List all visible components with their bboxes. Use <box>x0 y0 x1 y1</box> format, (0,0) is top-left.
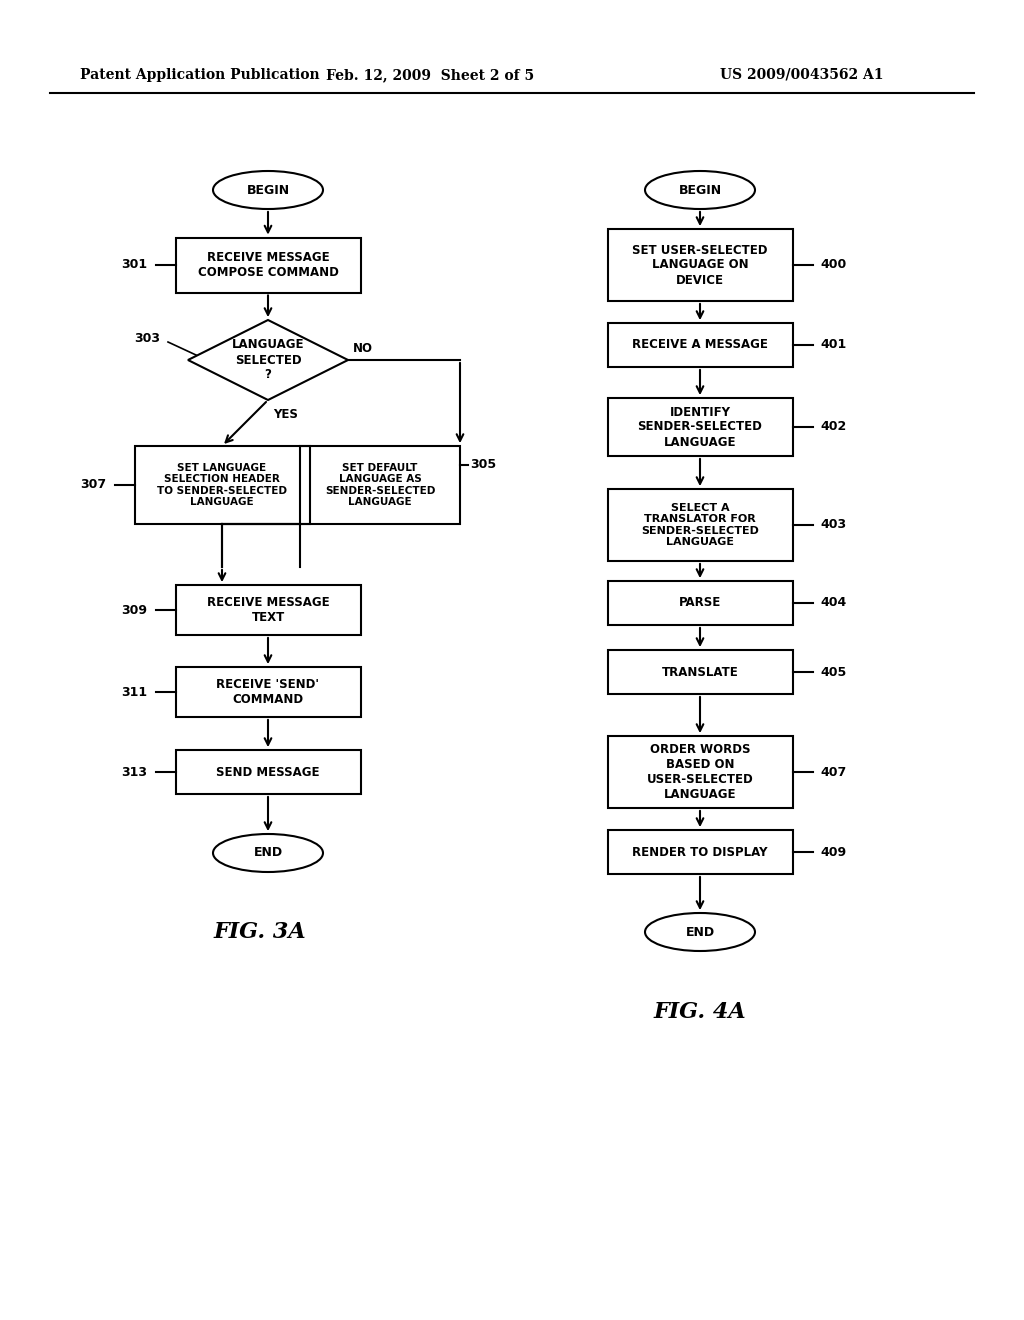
Text: LANGUAGE
SELECTED
?: LANGUAGE SELECTED ? <box>231 338 304 381</box>
Text: SET USER-SELECTED
LANGUAGE ON
DEVICE: SET USER-SELECTED LANGUAGE ON DEVICE <box>632 243 768 286</box>
Text: YES: YES <box>273 408 298 421</box>
Text: SEND MESSAGE: SEND MESSAGE <box>216 766 319 779</box>
Text: END: END <box>685 925 715 939</box>
Text: 309: 309 <box>122 603 147 616</box>
Text: RECEIVE MESSAGE
TEXT: RECEIVE MESSAGE TEXT <box>207 597 330 624</box>
Text: Feb. 12, 2009  Sheet 2 of 5: Feb. 12, 2009 Sheet 2 of 5 <box>326 69 535 82</box>
Text: RECEIVE MESSAGE
COMPOSE COMMAND: RECEIVE MESSAGE COMPOSE COMMAND <box>198 251 339 279</box>
Text: 403: 403 <box>820 519 847 532</box>
Text: ORDER WORDS
BASED ON
USER-SELECTED
LANGUAGE: ORDER WORDS BASED ON USER-SELECTED LANGU… <box>646 743 754 801</box>
Text: 303: 303 <box>134 331 160 345</box>
Text: PARSE: PARSE <box>679 597 721 610</box>
Text: 405: 405 <box>820 665 847 678</box>
Text: FIG. 3A: FIG. 3A <box>214 921 306 942</box>
Text: 404: 404 <box>820 597 847 610</box>
Text: NO: NO <box>353 342 373 355</box>
Text: 407: 407 <box>820 766 847 779</box>
Text: BEGIN: BEGIN <box>679 183 722 197</box>
Text: RECEIVE 'SEND'
COMMAND: RECEIVE 'SEND' COMMAND <box>216 678 319 706</box>
Text: SET LANGUAGE
SELECTION HEADER
TO SENDER-SELECTED
LANGUAGE: SET LANGUAGE SELECTION HEADER TO SENDER-… <box>157 462 287 507</box>
Text: IDENTIFY
SENDER-SELECTED
LANGUAGE: IDENTIFY SENDER-SELECTED LANGUAGE <box>638 405 763 449</box>
Text: 305: 305 <box>470 458 496 471</box>
Text: TRANSLATE: TRANSLATE <box>662 665 738 678</box>
Text: 400: 400 <box>820 259 847 272</box>
Text: BEGIN: BEGIN <box>247 183 290 197</box>
Text: 313: 313 <box>122 766 147 779</box>
Text: 401: 401 <box>820 338 847 351</box>
Text: END: END <box>253 846 283 859</box>
Text: FIG. 4A: FIG. 4A <box>653 1001 746 1023</box>
Text: SET DEFAULT
LANGUAGE AS
SENDER-SELECTED
LANGUAGE: SET DEFAULT LANGUAGE AS SENDER-SELECTED … <box>325 462 435 507</box>
Text: 307: 307 <box>80 479 106 491</box>
Text: SELECT A
TRANSLATOR FOR
SENDER-SELECTED
LANGUAGE: SELECT A TRANSLATOR FOR SENDER-SELECTED … <box>641 503 759 548</box>
Text: 301: 301 <box>122 259 147 272</box>
Text: 402: 402 <box>820 421 847 433</box>
Text: 311: 311 <box>122 685 147 698</box>
Text: RENDER TO DISPLAY: RENDER TO DISPLAY <box>632 846 768 858</box>
Text: US 2009/0043562 A1: US 2009/0043562 A1 <box>720 69 884 82</box>
Text: RECEIVE A MESSAGE: RECEIVE A MESSAGE <box>632 338 768 351</box>
Text: 409: 409 <box>820 846 847 858</box>
Text: Patent Application Publication: Patent Application Publication <box>80 69 319 82</box>
